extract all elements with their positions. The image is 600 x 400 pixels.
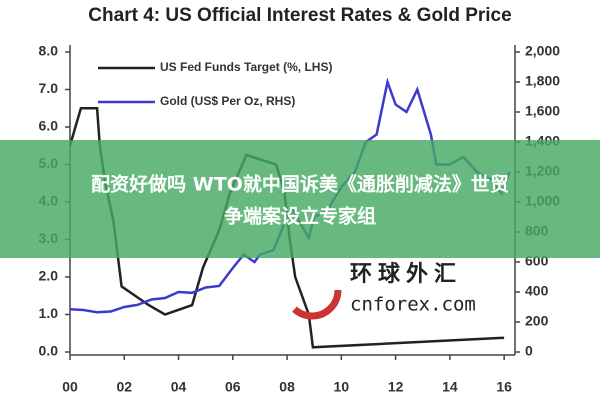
y2-tick-label: 400 (525, 283, 549, 299)
legend-label: Gold (US$ Per Oz, RHS) (160, 94, 295, 108)
x-tick-label: 06 (225, 379, 241, 395)
x-tick-label: 10 (334, 379, 350, 395)
y2-tick-label: 1,600 (525, 103, 560, 119)
y2-tick-label: 2,000 (525, 43, 560, 59)
y-tick-label: 1.0 (39, 305, 59, 321)
y2-tick-label: 0 (525, 343, 533, 359)
watermark-logo (282, 260, 342, 320)
x-tick-label: 00 (62, 379, 78, 395)
x-tick-label: 04 (171, 379, 187, 395)
chart-title: Chart 4: US Official Interest Rates & Go… (88, 5, 511, 26)
watermark-site: cnforex.com (350, 294, 476, 316)
series-line (68, 107, 505, 349)
y-tick-label: 6.0 (39, 118, 59, 134)
x-tick-label: 02 (116, 379, 132, 395)
y-tick-label: 2.0 (39, 268, 59, 284)
banner-text: 争端案设立专家组 (224, 205, 376, 228)
legend: US Fed Funds Target (%, LHS) Gold (US$ Pe… (98, 60, 332, 108)
watermark-name: 环球外汇 (350, 261, 462, 287)
y-tick-label: 7.0 (39, 80, 59, 96)
y-tick-label: 8.0 (39, 43, 59, 59)
x-tick-label: 16 (496, 379, 512, 395)
x-tick-label: 12 (388, 379, 404, 395)
y-tick-label: 0.0 (39, 343, 59, 359)
x-tick-label: 14 (442, 379, 458, 395)
y2-tick-label: 200 (525, 313, 549, 329)
banner-text: 配资好做吗 WTO就中国诉美《通胀削减法》世贸 (91, 173, 509, 196)
x-tick-label: 08 (279, 379, 295, 395)
legend-label: US Fed Funds Target (%, LHS) (160, 60, 332, 74)
banner (0, 140, 600, 258)
y2-tick-label: 1,800 (525, 73, 560, 89)
